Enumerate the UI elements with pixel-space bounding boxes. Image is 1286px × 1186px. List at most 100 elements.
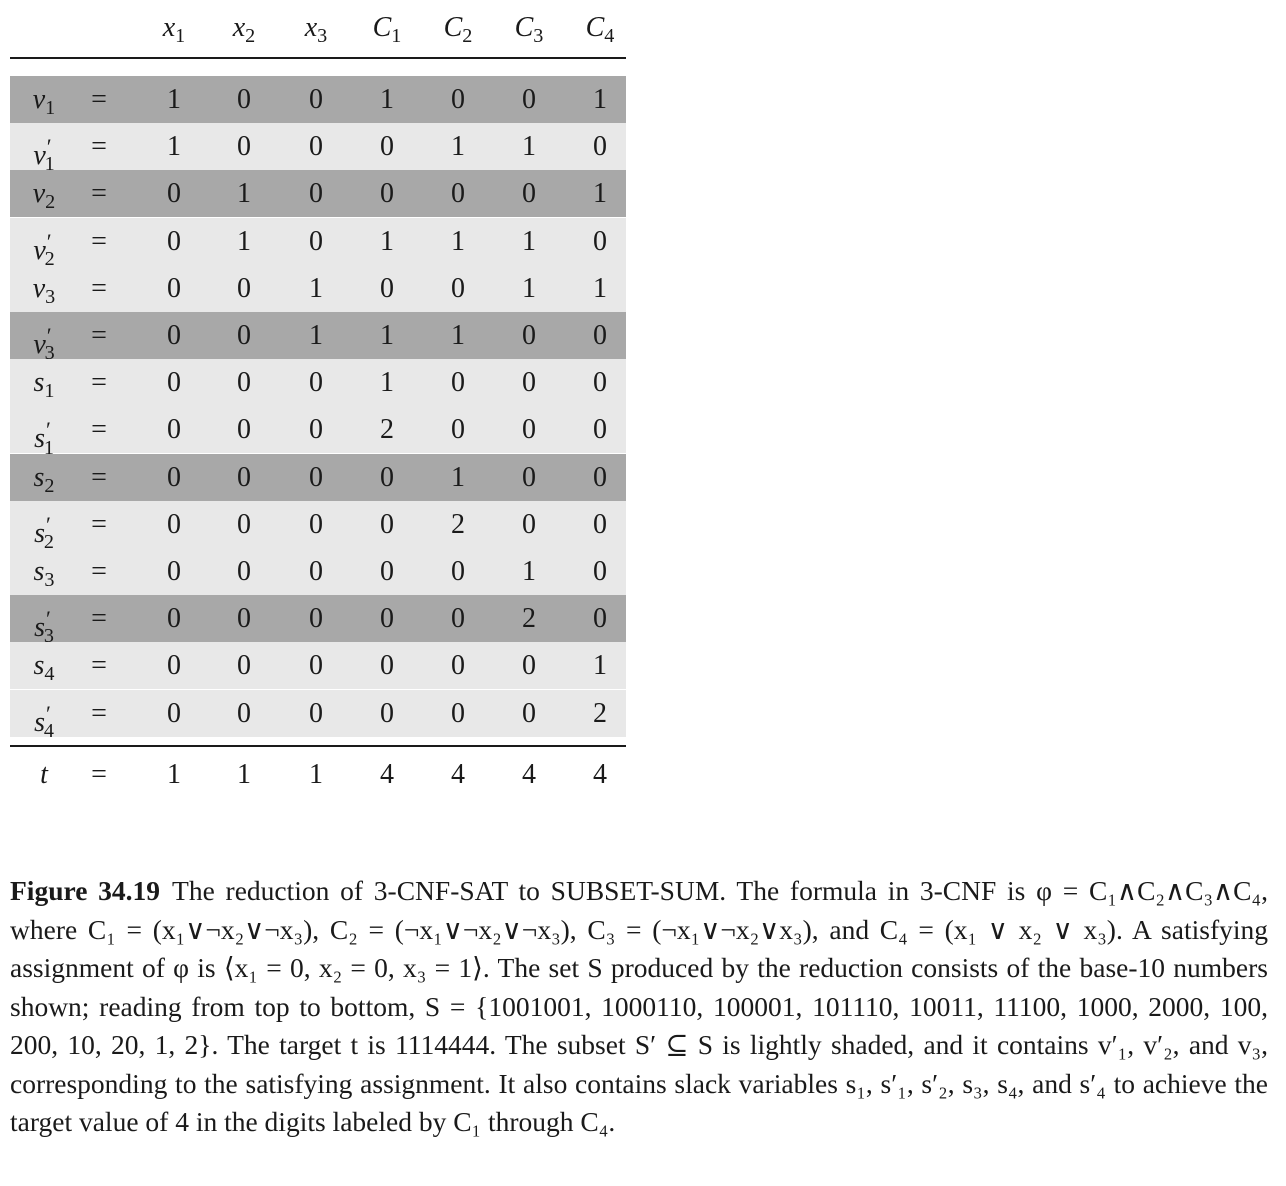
symbol-base: v: [33, 140, 46, 172]
digit-cell: 0: [167, 178, 181, 210]
digit-cell: 0: [380, 508, 394, 540]
digit-cell: 0: [309, 556, 323, 587]
symbol-base: C: [443, 12, 463, 43]
digit-cell: 0: [309, 461, 323, 493]
digit-cell: 0: [522, 84, 536, 115]
digit-cell: 1: [309, 320, 323, 351]
digit-cell: 0: [451, 650, 465, 682]
digit-cell: 2: [451, 508, 465, 540]
symbol-base: v: [33, 329, 46, 361]
digit-cell: 4: [451, 759, 465, 790]
digit-cell: 4: [593, 759, 607, 790]
digit-cell: 4: [380, 759, 394, 790]
digit-cell: 0: [593, 320, 607, 351]
column-header-x2: x2: [233, 12, 256, 48]
digit-cell: 0: [237, 272, 251, 304]
symbol-base: s: [33, 461, 45, 493]
table-row: v2 = 0 1 0 0 0 0 1: [10, 170, 626, 218]
digit-cell: 1: [237, 759, 251, 790]
symbol-subscript: 4: [44, 663, 55, 686]
digit-cell: 0: [451, 178, 465, 210]
symbol-subscript: 3: [44, 569, 55, 592]
digit-cell: 0: [309, 131, 323, 163]
digit-cell: 0: [167, 225, 181, 257]
table-row: s1 = 0 0 0 1 0 0 0: [10, 359, 626, 407]
digit-cell: 0: [380, 131, 394, 163]
row-label: v2: [33, 170, 56, 226]
digit-cell: 0: [451, 556, 465, 587]
digit-cell: 0: [309, 650, 323, 682]
row-label: s′1: [34, 406, 54, 471]
reduction-table: x1 x2 x3 C1 C2 C3 C4 v1 = 1 0 0 1 0 0 1 v′1 = 1 0 0 0 1 1 0 v2 = 0…: [10, 0, 626, 800]
digit-cell: 0: [451, 603, 465, 635]
digit-cell: 0: [593, 461, 607, 493]
digit-cell: 0: [237, 461, 251, 493]
digit-cell: 0: [237, 414, 251, 446]
digit-cell: 0: [309, 367, 323, 399]
symbol-base: s: [34, 612, 45, 644]
digit-cell: 0: [237, 320, 251, 351]
symbol-base: v: [32, 84, 46, 115]
symbol-subscript: 1: [391, 25, 402, 48]
digit-cell: 1: [522, 225, 536, 257]
symbol-base: x: [232, 12, 246, 43]
digit-cell: 1: [522, 272, 536, 304]
table-row: s3 = 0 0 0 0 0 1 0: [10, 548, 626, 595]
prime-mark: ′: [46, 323, 52, 348]
symbol-subscript: 1: [45, 97, 56, 120]
symbol-subscript: 1: [175, 25, 186, 48]
digit-cell: 0: [593, 556, 607, 587]
digit-cell: 1: [167, 131, 181, 163]
digit-cell: 1: [451, 131, 465, 163]
table-row: s2 = 0 0 0 0 1 0 0: [10, 453, 626, 501]
digit-cell: 0: [237, 367, 251, 399]
symbol-base: C: [585, 12, 605, 43]
prime-mark: ′: [45, 700, 51, 726]
prime-mark: ′: [46, 228, 52, 254]
row-label: v′2: [33, 218, 54, 283]
digit-cell: 4: [522, 759, 536, 790]
digit-cell: 0: [167, 272, 181, 304]
column-header-x1: x1: [163, 12, 186, 48]
equals-sign: =: [91, 320, 107, 351]
table-row: v′3 = 0 0 1 1 1 0 0: [10, 312, 626, 364]
table-row: s′1 = 0 0 0 2 0 0 0: [10, 406, 626, 459]
row-label: t: [40, 751, 48, 798]
digit-cell: 0: [237, 697, 251, 729]
digit-cell: 1: [451, 320, 465, 351]
digit-cell: 0: [309, 603, 323, 635]
digit-cell: 0: [167, 556, 181, 587]
row-label: s′4: [34, 690, 54, 755]
symbol-base: s: [33, 650, 45, 682]
symbol-base: s: [33, 556, 45, 587]
column-header-c4: C4: [586, 12, 615, 48]
digit-cell: 1: [451, 461, 465, 493]
symbol-subscript: 3: [533, 25, 544, 48]
row-label: v3: [33, 265, 56, 321]
table-row: v′2 = 0 1 0 1 1 1 0: [10, 217, 626, 270]
digit-cell: 0: [451, 367, 465, 399]
digit-cell: 1: [522, 556, 536, 587]
digit-cell: 0: [522, 461, 536, 493]
column-header-x3: x3: [305, 12, 328, 48]
equals-sign: =: [91, 131, 107, 163]
digit-cell: 2: [380, 414, 394, 446]
digit-cell: 1: [380, 84, 394, 115]
digit-cell: 2: [593, 697, 607, 729]
digit-cell: 0: [593, 225, 607, 257]
digit-cell: 0: [451, 84, 465, 115]
equals-sign: =: [91, 650, 107, 682]
caption-text: The reduction of 3-CNF-SAT to SUBSET-SUM…: [10, 875, 1268, 1137]
prime-mark: ′: [45, 417, 51, 443]
table-row: v1 = 1 0 0 1 0 0 1: [10, 76, 626, 123]
digit-cell: 0: [522, 508, 536, 540]
row-label: s2: [34, 454, 55, 510]
symbol-subscript: 4: [604, 25, 615, 48]
figure-label: Figure 34.19: [10, 875, 161, 906]
symbol-base: x: [162, 12, 176, 43]
target-rule: [10, 745, 626, 747]
equals-sign: =: [91, 272, 107, 304]
row-label: s1: [34, 359, 55, 415]
symbol-subscript: 2: [44, 247, 55, 270]
digit-cell: 0: [380, 461, 394, 493]
